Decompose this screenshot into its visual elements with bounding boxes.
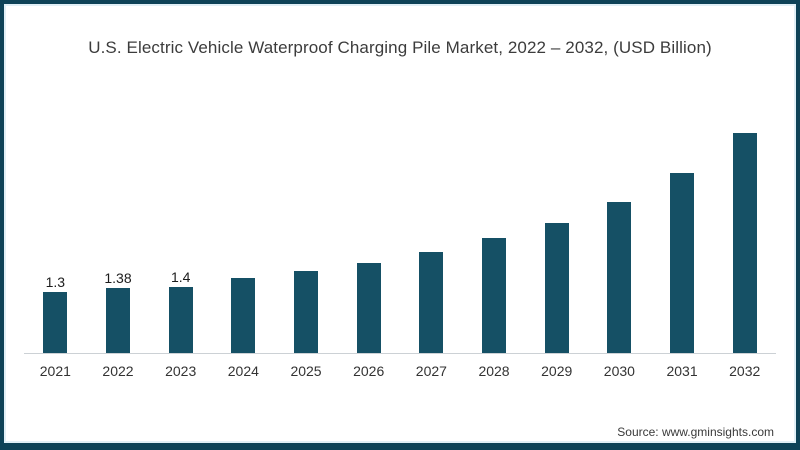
- bar-2026: [356, 263, 381, 353]
- x-axis-label-2025: 2025: [290, 363, 322, 379]
- bar-group-2026: [337, 260, 400, 353]
- bar-2024: [231, 278, 256, 353]
- bar-2027: [419, 252, 444, 353]
- bar-group-2030: [588, 199, 651, 353]
- bar-2023: [168, 287, 193, 353]
- x-axis-label-2023: 2023: [165, 363, 197, 379]
- bar-value-label-2021: 1.3: [45, 274, 66, 290]
- x-axis-label-2022: 2022: [102, 363, 134, 379]
- bar-2021: [43, 292, 68, 353]
- bar-2028: [482, 238, 507, 353]
- bar-group-2025: [275, 268, 338, 353]
- bar-group-2022: 1.38: [87, 271, 150, 353]
- bars-container: 1.3 1.38 1.4: [24, 4, 776, 353]
- x-axis-label-2031: 2031: [666, 363, 698, 379]
- x-axis-label-2029: 2029: [541, 363, 573, 379]
- bar-group-2032: [713, 130, 776, 353]
- x-axis-label-2027: 2027: [415, 363, 447, 379]
- bar-group-2021: 1.3: [24, 275, 87, 353]
- x-axis-label-2024: 2024: [227, 363, 259, 379]
- bar-group-2031: [651, 170, 714, 353]
- bar-2031: [670, 173, 695, 353]
- x-axis-label-2021: 2021: [39, 363, 71, 379]
- x-axis-line: [24, 353, 776, 354]
- bar-value-label-2023: 1.4: [170, 269, 191, 285]
- bar-value-label-2022: 1.38: [104, 270, 132, 286]
- bar-2029: [544, 223, 569, 353]
- x-axis-labels: 2021 2022 2023 2024 2025 2026 2027 2028 2029 2030…: [24, 363, 776, 379]
- bar-group-2027: [400, 249, 463, 353]
- bar-group-2029: [525, 220, 588, 353]
- source-text: Source: www.gminsights.com: [617, 425, 774, 439]
- bar-group-2023: 1.4: [149, 270, 212, 353]
- chart-title: U.S. Electric Vehicle Waterproof Chargin…: [88, 38, 712, 57]
- bar-group-2024: [212, 275, 275, 353]
- bar-2022: [106, 288, 130, 353]
- chart-canvas: U.S. Electric Vehicle Waterproof Chargin…: [4, 4, 796, 443]
- bar-group-2028: [463, 235, 526, 353]
- x-axis-label-2030: 2030: [603, 363, 635, 379]
- bar-2032: [732, 133, 757, 353]
- x-axis-label-2026: 2026: [353, 363, 385, 379]
- x-axis-label-2028: 2028: [478, 363, 510, 379]
- bar-2030: [607, 202, 632, 353]
- bar-2025: [294, 271, 319, 353]
- x-axis-label-2032: 2032: [729, 363, 761, 379]
